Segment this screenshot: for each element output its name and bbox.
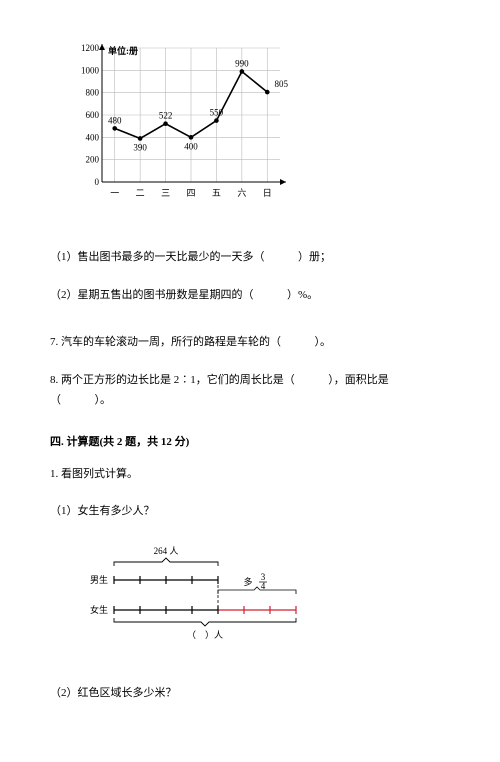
svg-text:4: 4 [261, 581, 266, 591]
svg-text:单位:册: 单位:册 [108, 45, 138, 56]
q8-text-c: （ [50, 394, 61, 406]
svg-text:600: 600 [86, 110, 100, 120]
question-2: （2）星期五售出的图书册数是星期四的（ ）%。 [50, 286, 450, 306]
q1-blank [267, 248, 295, 268]
svg-text:800: 800 [86, 88, 100, 98]
svg-text:多: 多 [243, 576, 252, 587]
q7-text-a: 7. 汽车的车轮滚动一周，所行的路程是车轮的（ [50, 336, 281, 348]
section-4-title: 四. 计算题(共 2 题，共 12 分) [50, 433, 450, 453]
svg-text:990: 990 [235, 58, 249, 68]
bar-diagram: 264 人男生女生多34（ ）人 [80, 540, 450, 658]
svg-text:0: 0 [95, 177, 100, 187]
svg-text:805: 805 [275, 79, 289, 89]
q1-text-b: ）册； [298, 251, 331, 263]
question-7: 7. 汽车的车轮滚动一周，所行的路程是车轮的（ ）。 [50, 333, 450, 353]
q8-text-b: ），面积比是 [328, 374, 389, 386]
q1-text-a: （1）售出图书最多的一天比最少的一天多（ [50, 251, 265, 263]
svg-text:（ ）人: （ ）人 [187, 630, 223, 640]
svg-text:1200: 1200 [81, 43, 100, 53]
svg-text:五: 五 [212, 188, 221, 198]
sub-question-1: （1）女生有多少人？ [50, 502, 450, 522]
svg-text:一: 一 [110, 188, 119, 198]
svg-text:400: 400 [184, 141, 198, 151]
svg-text:二: 二 [136, 188, 145, 198]
svg-text:日: 日 [263, 188, 272, 198]
svg-text:女生: 女生 [90, 604, 108, 615]
question-1: （1）售出图书最多的一天比最少的一天多（ ）册； [50, 248, 450, 268]
svg-text:1000: 1000 [81, 65, 100, 75]
item-1: 1. 看图列式计算。 [50, 465, 450, 485]
svg-text:200: 200 [86, 155, 100, 165]
bar-diagram-svg: 264 人男生女生多34（ ）人 [80, 540, 310, 650]
svg-text:550: 550 [210, 108, 224, 118]
q8-blank-2 [64, 391, 92, 411]
q2-blank [256, 286, 284, 306]
book-sales-chart: 0 200 400 600 800 1000 1200 一 二 三 四 五 六 日 单位:册 480 390 52… [70, 40, 450, 218]
sub-question-2: （2）红色区域长多少米？ [50, 684, 450, 704]
svg-text:三: 三 [161, 188, 170, 198]
q8-text-d: ）。 [95, 394, 112, 406]
svg-text:男生: 男生 [90, 574, 108, 585]
question-8: 8. 两个正方形的边长比是 2∶1，它们的周长比是（ ），面积比是 （ ）。 [50, 371, 450, 411]
svg-text:264 人: 264 人 [154, 546, 179, 556]
svg-text:六: 六 [237, 187, 246, 198]
line-chart-svg: 0 200 400 600 800 1000 1200 一 二 三 四 五 六 日 单位:册 480 390 52… [70, 40, 290, 210]
q7-text-b: ）。 [315, 336, 332, 348]
svg-text:400: 400 [86, 132, 100, 142]
q7-blank [284, 333, 312, 353]
q8-text-a: 8. 两个正方形的边长比是 2∶1，它们的周长比是（ [50, 374, 295, 386]
svg-text:480: 480 [108, 115, 122, 125]
q8-blank-1 [298, 371, 326, 391]
svg-text:522: 522 [159, 111, 173, 121]
svg-text:四: 四 [186, 188, 195, 198]
svg-text:390: 390 [133, 142, 147, 152]
q2-text-a: （2）星期五售出的图书册数是星期四的（ [50, 289, 254, 301]
q2-text-b: ）%。 [287, 289, 318, 301]
